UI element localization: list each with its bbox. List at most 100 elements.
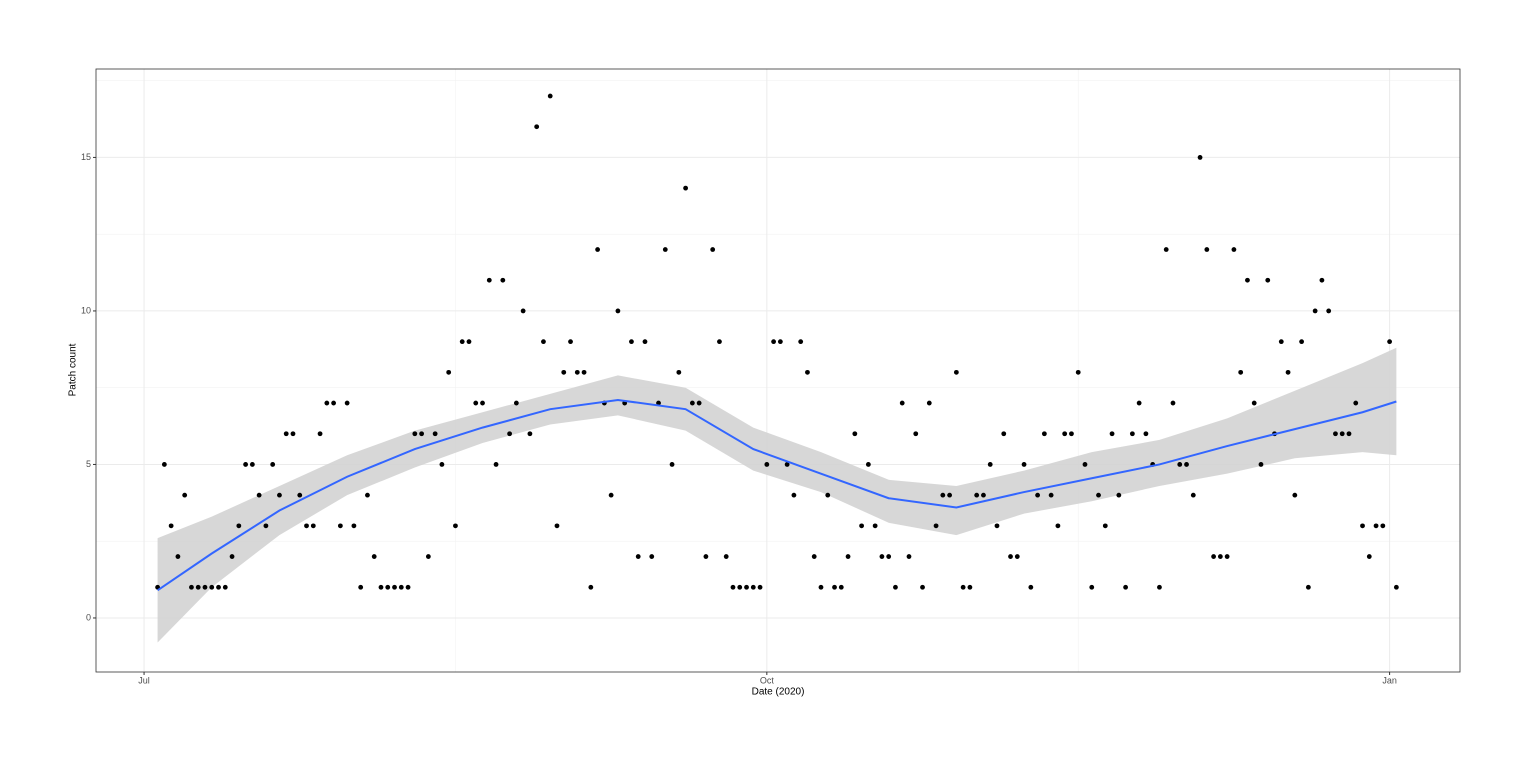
point <box>744 584 749 590</box>
point <box>568 339 573 345</box>
point <box>832 584 837 590</box>
point <box>1055 523 1061 529</box>
point <box>960 584 966 590</box>
point <box>730 584 736 590</box>
point <box>1170 400 1176 406</box>
point <box>1109 431 1115 437</box>
point <box>757 584 763 590</box>
point <box>378 584 384 590</box>
point <box>1224 554 1230 559</box>
point <box>1014 554 1020 559</box>
point <box>629 339 634 345</box>
point <box>777 339 783 345</box>
point <box>1380 523 1386 529</box>
point <box>290 431 296 437</box>
point <box>865 462 871 467</box>
point <box>439 462 445 467</box>
point <box>398 584 404 590</box>
point <box>243 462 249 467</box>
point <box>195 584 201 590</box>
point <box>771 339 776 345</box>
point <box>1089 584 1095 590</box>
point <box>1265 277 1271 283</box>
smooth-line <box>157 398 1397 592</box>
point <box>1312 308 1318 314</box>
point <box>249 462 255 467</box>
point <box>859 523 864 529</box>
point <box>717 339 722 345</box>
point <box>696 400 702 406</box>
point <box>899 400 905 406</box>
point <box>371 554 377 559</box>
point <box>750 584 756 590</box>
point <box>615 308 621 314</box>
point <box>1028 584 1034 590</box>
point <box>886 554 892 559</box>
point <box>189 584 194 590</box>
y-tick-label: 0 <box>86 612 91 622</box>
point <box>953 369 959 375</box>
point <box>893 584 898 590</box>
point <box>689 400 695 406</box>
point <box>1353 400 1359 406</box>
point <box>1319 277 1325 283</box>
point <box>1048 492 1054 498</box>
point <box>1231 247 1237 252</box>
point <box>933 523 939 529</box>
point <box>473 400 479 406</box>
point <box>1238 369 1244 375</box>
point <box>1041 431 1047 437</box>
point <box>1157 584 1162 590</box>
point <box>737 584 743 590</box>
point <box>676 369 682 375</box>
point <box>981 492 986 498</box>
point <box>974 492 980 498</box>
point <box>304 523 309 529</box>
point <box>1197 155 1203 160</box>
point <box>764 462 770 467</box>
point <box>500 277 506 283</box>
point <box>486 277 492 283</box>
point <box>547 93 553 99</box>
point <box>1123 584 1128 590</box>
point <box>432 431 438 437</box>
point <box>940 492 946 498</box>
point <box>480 400 485 406</box>
point <box>818 584 824 590</box>
point <box>656 400 661 406</box>
point <box>811 554 817 559</box>
point <box>723 554 729 559</box>
point <box>703 554 709 559</box>
point <box>683 185 688 191</box>
point <box>351 523 357 529</box>
x-axis-title: Date (2020) <box>752 687 805 698</box>
point <box>222 584 228 590</box>
point <box>1299 339 1304 345</box>
point <box>209 584 215 590</box>
point <box>1326 308 1332 314</box>
point <box>256 492 262 498</box>
point <box>710 247 716 252</box>
point <box>358 584 364 590</box>
point <box>554 523 560 529</box>
point <box>1069 431 1074 437</box>
point <box>1258 462 1264 467</box>
point <box>405 584 411 590</box>
point <box>1305 584 1311 590</box>
point <box>419 431 424 437</box>
x-tick-label: Oct <box>760 675 775 685</box>
point <box>967 584 973 590</box>
point <box>608 492 614 498</box>
point <box>385 584 391 590</box>
point <box>1102 523 1108 529</box>
point <box>283 431 289 437</box>
point <box>994 523 1000 529</box>
point <box>1021 462 1027 467</box>
point <box>872 523 878 529</box>
point <box>493 462 499 467</box>
point <box>1245 277 1250 283</box>
point <box>852 431 858 437</box>
point <box>1292 492 1298 498</box>
point <box>534 124 540 130</box>
